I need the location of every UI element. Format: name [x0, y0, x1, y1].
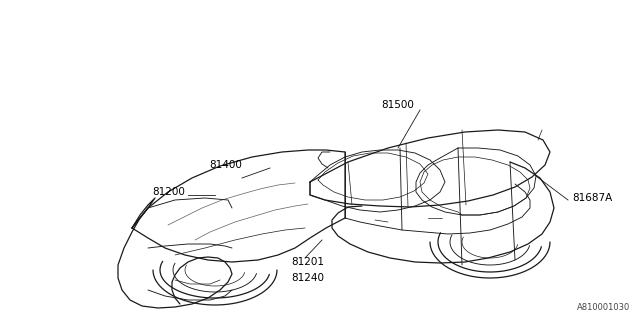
- Text: 81687A: 81687A: [572, 193, 612, 203]
- Text: A810001030: A810001030: [577, 303, 630, 312]
- Text: 81400: 81400: [209, 160, 242, 170]
- Text: 81201: 81201: [291, 257, 324, 267]
- Text: 81500: 81500: [381, 100, 415, 110]
- Text: 81200: 81200: [152, 187, 185, 197]
- Text: 81240: 81240: [291, 273, 324, 283]
